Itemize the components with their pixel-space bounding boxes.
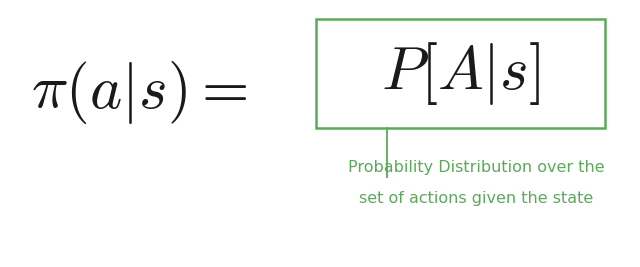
Text: Probability Distribution over the: Probability Distribution over the <box>348 160 604 175</box>
Bar <box>316 19 605 128</box>
Text: $P[A|s]$: $P[A|s]$ <box>381 40 540 107</box>
Text: set of actions given the state: set of actions given the state <box>359 191 593 206</box>
Text: $\pi(a|s) =$: $\pi(a|s) =$ <box>31 59 248 126</box>
